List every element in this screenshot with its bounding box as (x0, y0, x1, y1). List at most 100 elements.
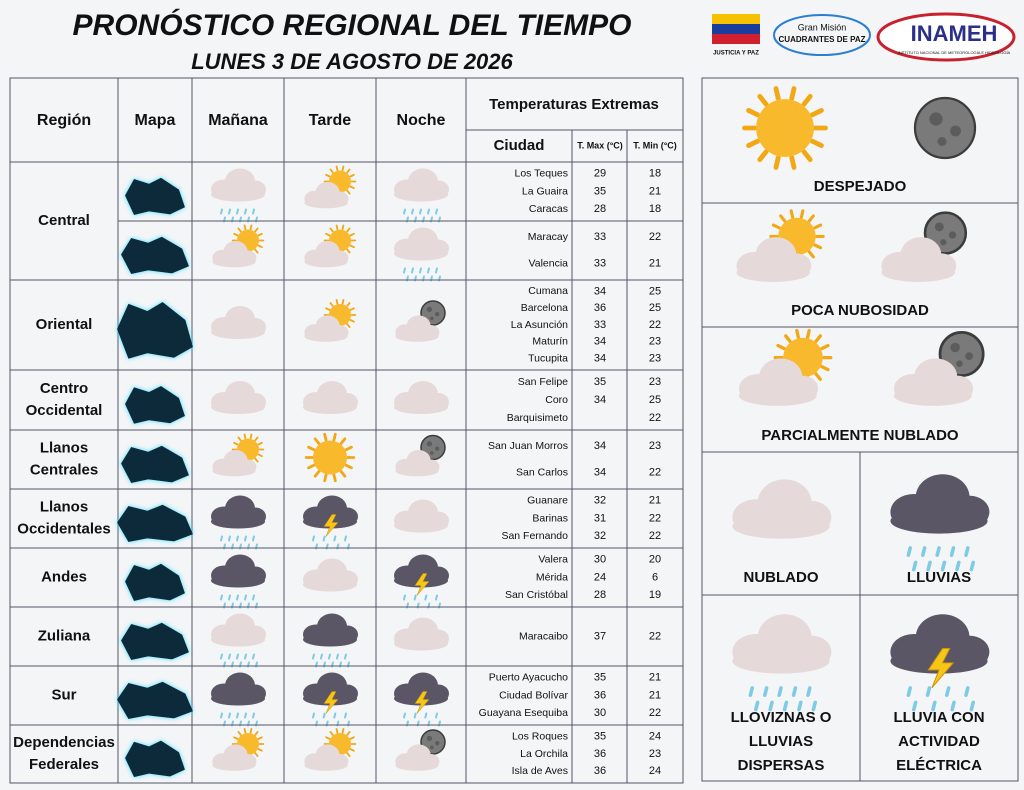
drop (782, 700, 789, 712)
weather-icon (881, 211, 968, 282)
drop (435, 267, 438, 274)
weather-icon (304, 728, 357, 771)
city-name: Coro (545, 394, 568, 406)
temp-min: 19 (649, 589, 661, 601)
sun-ray (335, 224, 339, 231)
cloud-part (211, 573, 265, 588)
temp-max: 37 (594, 630, 606, 642)
city-name: Guanare (527, 495, 568, 507)
drop (748, 686, 755, 697)
drop (925, 686, 932, 697)
sun-ray (325, 173, 331, 178)
temp-min: 20 (649, 554, 661, 566)
sun-ray (329, 168, 334, 174)
temp-min: 21 (649, 185, 661, 197)
drop (252, 653, 255, 660)
weather-icon (303, 672, 358, 727)
drop (411, 208, 414, 215)
city-name: Tucupita (528, 352, 568, 364)
cloud (738, 358, 819, 406)
drop (940, 560, 947, 572)
drop (424, 594, 428, 601)
drop (320, 653, 323, 660)
city-name: Cumana (528, 285, 568, 297)
sun-ray (346, 323, 351, 328)
drop (220, 535, 223, 542)
drop (906, 546, 913, 557)
drop (220, 594, 223, 601)
flag-stripe (712, 34, 760, 44)
cloud (211, 495, 266, 529)
cloud-part (212, 465, 256, 477)
region-map (121, 236, 189, 274)
drop (333, 535, 337, 542)
city-name: San Carlos (516, 467, 568, 479)
sun-ray (335, 299, 339, 305)
temp-max: 30 (594, 707, 606, 719)
drop (236, 594, 239, 601)
sun-ray (795, 328, 801, 339)
sun-ray (341, 165, 345, 172)
drop (435, 594, 438, 601)
temp-min: 22 (649, 231, 661, 243)
drop (763, 686, 769, 697)
temp-max: 29 (594, 168, 606, 180)
weather-icon (732, 614, 832, 712)
drop (322, 535, 326, 542)
cloud (394, 554, 449, 588)
sun-ray (323, 432, 328, 442)
drop (791, 686, 798, 697)
weather-icon (394, 227, 449, 282)
temp-max: 24 (594, 571, 606, 583)
sun-ray (332, 473, 337, 483)
drop (312, 712, 315, 719)
cloud (303, 613, 358, 647)
sun-ray (329, 227, 334, 233)
sun-ray (349, 185, 355, 190)
weather-icon (395, 434, 446, 477)
crater (430, 745, 434, 750)
weather-icon (394, 168, 449, 223)
legend-label: ACTIVIDAD (898, 733, 980, 750)
logo-ring (773, 14, 871, 56)
weather-icon (890, 614, 990, 712)
drop (921, 546, 927, 557)
sun-ray (335, 728, 339, 734)
cloud (211, 168, 266, 202)
cloud-part (738, 385, 817, 406)
drop (945, 686, 951, 697)
cloud-part (881, 262, 955, 282)
temp-max: 32 (594, 530, 606, 542)
temp-max: 36 (594, 302, 606, 314)
temp-max: 35 (594, 185, 606, 197)
date: LUNES 3 DE AGOSTO DE 2026 (191, 49, 513, 74)
cloud-part (304, 197, 348, 209)
drop (797, 700, 803, 712)
temp-min: 24 (649, 731, 661, 743)
city-name: Los Teques (514, 168, 568, 180)
bolt (323, 514, 339, 537)
column-header: T. Max (°C) (577, 140, 623, 150)
weather-icon (893, 331, 985, 406)
drop (435, 712, 438, 719)
temp-max: 28 (594, 203, 606, 215)
cloud-part (211, 187, 265, 202)
sun-ray (349, 319, 355, 323)
drop (912, 700, 918, 712)
sun-ray (344, 463, 353, 470)
cloud-part (395, 465, 439, 477)
region-name: Dependencias (13, 734, 115, 751)
temp-min: 24 (649, 765, 661, 777)
cloud-part (304, 330, 348, 342)
temp-min: 22 (649, 707, 661, 719)
drop (244, 712, 247, 719)
logo-text: Gran Misión (798, 22, 847, 32)
sun-ray (341, 224, 345, 231)
sun-ray (346, 302, 351, 307)
bolt (323, 691, 339, 714)
temp-max: 34 (594, 285, 606, 297)
crater (435, 312, 440, 317)
sun-ray (237, 436, 242, 442)
temp-max: 31 (594, 512, 606, 524)
temp-max: 34 (594, 440, 606, 452)
